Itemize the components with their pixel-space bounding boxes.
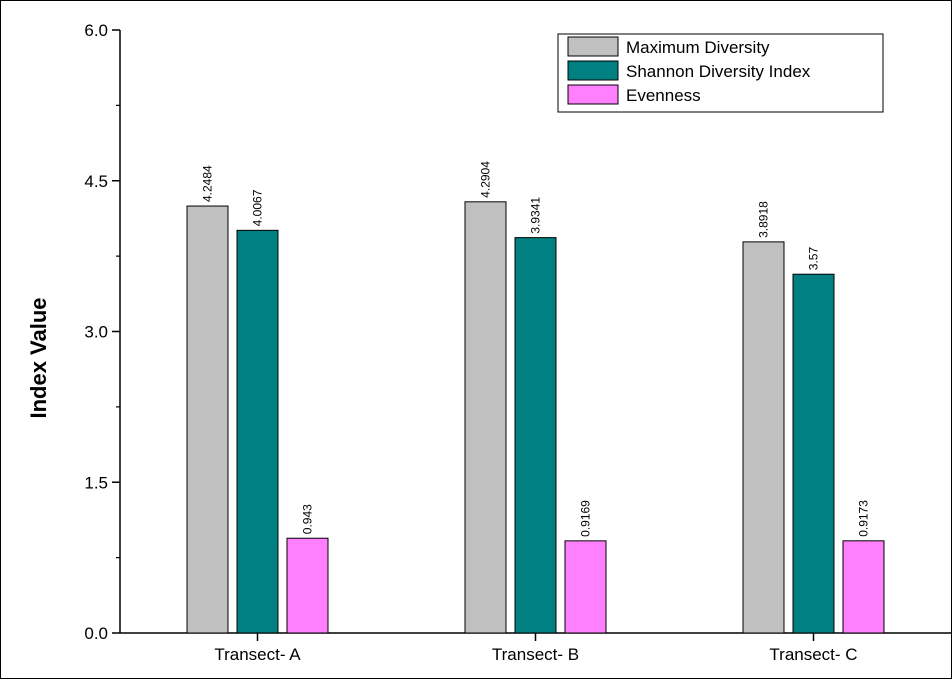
bar — [742, 241, 785, 634]
bar — [186, 205, 229, 634]
bar — [514, 237, 557, 634]
x-tick-label: Transect- B — [492, 645, 579, 664]
x-tick-label: Transect- C — [769, 645, 857, 664]
legend: Maximum Diversity Shannon Diversity Index… — [557, 33, 884, 113]
y-tick-label: 0.0 — [84, 624, 108, 643]
legend-swatch — [567, 60, 619, 81]
bar — [464, 201, 507, 634]
bar — [564, 540, 607, 634]
legend-label: Shannon Diversity Index — [626, 62, 811, 81]
y-tick-label: 4.5 — [84, 172, 108, 191]
bar — [286, 537, 329, 634]
data-label: 3.57 — [807, 247, 821, 271]
y-axis-label: Index Value — [26, 297, 51, 418]
bar — [236, 229, 279, 634]
y-tick-label: 6.0 — [84, 21, 108, 40]
bar — [792, 273, 835, 634]
legend-swatch — [567, 36, 619, 57]
legend-label: Maximum Diversity — [626, 38, 770, 57]
bar — [842, 540, 885, 634]
data-label: 3.9341 — [529, 197, 543, 234]
bars: 4.2484 4.0067 0.943 4.2904 3.9341 0.9169 3.891… — [186, 161, 885, 634]
data-label: 0.9169 — [579, 500, 593, 537]
data-label: 0.9173 — [857, 500, 871, 537]
y-tick-label: 1.5 — [84, 473, 108, 492]
data-label: 3.8918 — [757, 201, 771, 238]
data-label: 0.943 — [301, 504, 315, 534]
x-tick-label: Transect- A — [214, 645, 301, 664]
legend-label: Evenness — [626, 86, 701, 105]
legend-swatch — [567, 84, 619, 105]
data-label: 4.0067 — [251, 189, 265, 226]
y-tick-label: 3.0 — [84, 323, 108, 342]
data-label: 4.2904 — [479, 161, 493, 198]
data-label: 4.2484 — [201, 165, 215, 202]
